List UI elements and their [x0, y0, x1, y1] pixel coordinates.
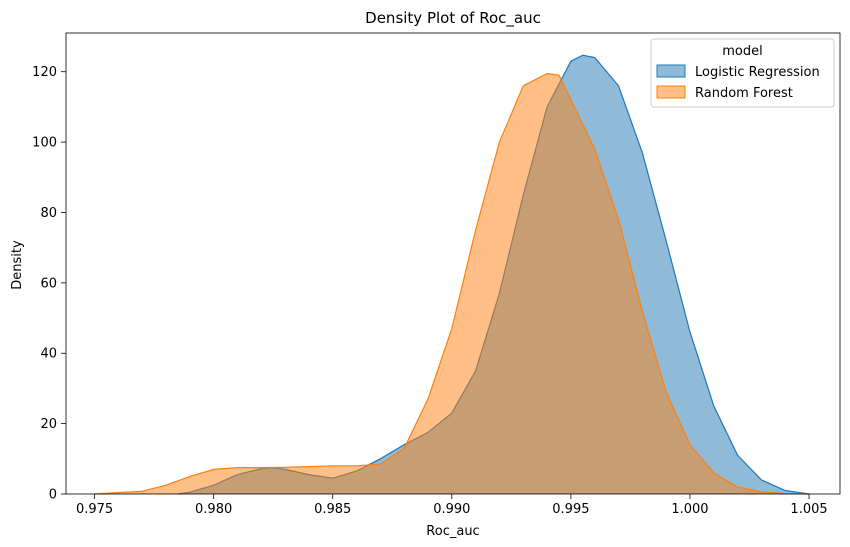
y-tick-label: 20	[40, 417, 57, 432]
legend-title: model	[722, 44, 762, 59]
x-tick-label: 0.980	[195, 502, 232, 517]
line-random-forest	[94, 72, 810, 495]
density-areas	[94, 54, 810, 495]
x-tick-label: 0.995	[552, 502, 589, 517]
x-tick-label: 0.990	[433, 502, 470, 517]
x-tick-label: 0.975	[76, 502, 113, 517]
legend-swatch-random-forest	[656, 85, 686, 99]
y-tick-label: 80	[40, 206, 57, 221]
y-tick-label: 60	[40, 276, 57, 291]
legend: model Logistic Regression Random Forest	[650, 38, 835, 108]
x-tick-label: 0.985	[314, 502, 351, 517]
legend-swatch-logistic-regression	[656, 64, 686, 78]
chart-title: Density Plot of Roc_auc	[365, 9, 541, 28]
x-axis-label: Roc_auc	[426, 524, 479, 539]
y-tick-label: 120	[32, 65, 57, 80]
y-tick-label: 100	[32, 136, 57, 151]
plot-frame	[65, 32, 841, 495]
y-axis-label: Density	[10, 240, 25, 290]
legend-label-random-forest: Random Forest	[695, 86, 793, 101]
x-tick-label: 1.005	[790, 502, 827, 517]
area-random-forest	[94, 73, 810, 494]
axes: 0.975 0.980 0.985 0.990 0.995 1.000 1.005 0 20 40…	[32, 32, 841, 517]
y-tick-label: 0	[49, 488, 57, 503]
y-tick-label: 40	[40, 347, 57, 362]
legend-box	[650, 38, 835, 108]
legend-label-logistic-regression: Logistic Regression	[695, 65, 820, 80]
x-tick-label: 1.000	[671, 502, 708, 517]
